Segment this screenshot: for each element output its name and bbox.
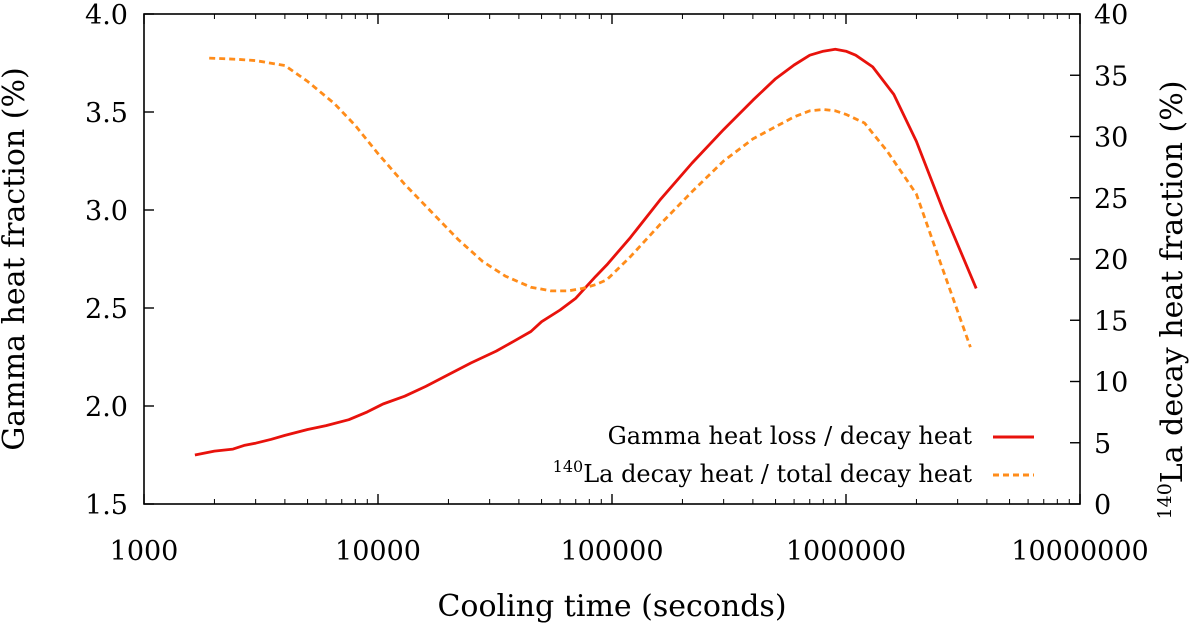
y-left-tick-label: 1.5 [85, 490, 128, 521]
y-right-tick-label: 20 [1094, 245, 1128, 276]
y-axis-left-title: Gamma heat fraction (%) [0, 67, 32, 450]
legend-label-gamma: Gamma heat loss / decay heat [608, 422, 973, 450]
tick-marks [143, 13, 1081, 505]
tick-labels: 1000 10000 100000 1000000 10000000 1.5 2.0 2.5 3… [85, 0, 1149, 567]
series-line-la140 [209, 56, 972, 348]
y-left-tick-label: 2.0 [85, 392, 128, 423]
legend: Gamma heat loss / decay heat 140La decay… [553, 422, 1034, 488]
y-right-tick-label: 5 [1094, 429, 1111, 460]
y-right-tick-label: 25 [1094, 184, 1128, 215]
y-right-tick-label: 10 [1094, 368, 1128, 399]
y-left-tick-label: 4.0 [85, 0, 128, 31]
y-right-tick-label: 15 [1094, 306, 1128, 337]
y-right-tick-label: 0 [1094, 490, 1111, 521]
x-tick-label: 10000 [335, 536, 421, 567]
legend-label-la140-main: La decay heat / total decay heat [583, 460, 972, 488]
series-line-gamma [194, 47, 978, 457]
y-left-tick-label: 3.5 [85, 98, 128, 129]
y-left-tick-label: 2.5 [85, 294, 128, 325]
y-right-tick-label: 30 [1094, 123, 1128, 154]
legend-label-la140-sup: 140 [553, 457, 584, 476]
x-tick-label: 10000000 [1011, 536, 1148, 567]
x-axis-title: Cooling time (seconds) [437, 589, 786, 624]
x-tick-label: 100000 [560, 536, 663, 567]
x-tick-label: 1000 [110, 536, 179, 567]
x-tick-label: 1000000 [786, 536, 906, 567]
legend-label-la140: 140La decay heat / total decay heat [553, 457, 973, 488]
y-left-tick-label: 3.0 [85, 196, 128, 227]
y-right-tick-label: 40 [1094, 0, 1128, 31]
series-lines [194, 47, 978, 457]
y-axis-right-title-main: La decay heat fraction (%) [1155, 81, 1190, 484]
y-axis-right-title-sup: 140 [1154, 483, 1176, 519]
y-right-tick-label: 35 [1094, 61, 1128, 92]
y-axis-right-title: 140La decay heat fraction (%) [1154, 81, 1190, 520]
